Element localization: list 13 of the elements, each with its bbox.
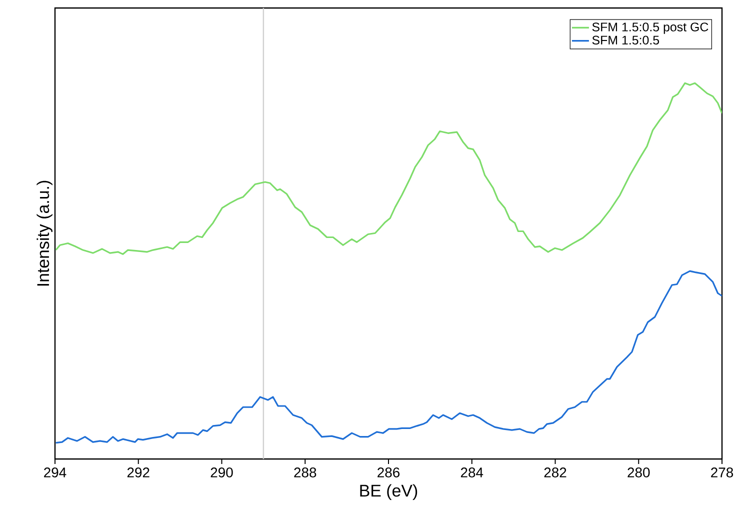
x-tick-label: 292 (127, 468, 150, 478)
legend-label: SFM 1.5:0.5 post GC (592, 22, 708, 34)
x-tick-label: 278 (711, 468, 734, 478)
x-tick-label: 284 (460, 468, 484, 478)
x-tick-label: 294 (44, 468, 66, 478)
x-tick-label: 286 (378, 468, 400, 478)
y-axis-title: Intensity (a.u.) (36, 180, 52, 286)
legend-label: SFM 1.5:0.5 (592, 36, 660, 45)
x-axis-title: BE (eV) (360, 484, 418, 500)
x-tick-label: 290 (210, 468, 233, 478)
x-tick-label: 280 (628, 468, 650, 478)
x-tick-label: 282 (544, 468, 566, 478)
x-tick-label: 288 (294, 468, 316, 478)
